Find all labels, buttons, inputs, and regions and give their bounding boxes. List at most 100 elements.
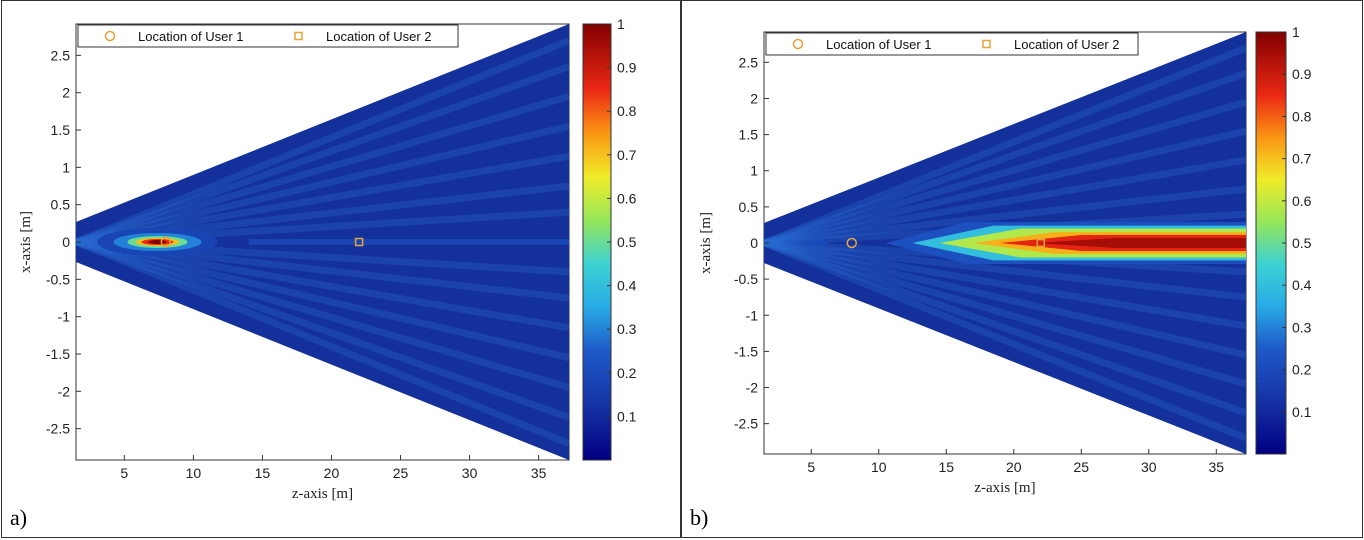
legend-circle-icon	[104, 30, 116, 42]
side-lobe	[764, 239, 1246, 388]
x-tick-label: 20	[1006, 459, 1022, 475]
x-axis-label: z-axis [m]	[292, 486, 353, 502]
colorbar-tick-label: 0.3	[617, 321, 637, 337]
legend: Location of User 1 Location of User 2	[765, 32, 1139, 56]
colorbar-tick-label: 0.1	[1292, 404, 1312, 420]
panel-label-b: b)	[690, 505, 709, 530]
y-tick-label: 1	[750, 163, 758, 179]
side-lobe	[764, 239, 1246, 301]
legend: Location of User 1 Location of User 2	[77, 24, 459, 48]
y-tick-label: 2	[62, 85, 70, 101]
x-axis-label: z-axis [m]	[974, 480, 1035, 496]
x-tick-label: 30	[462, 465, 478, 481]
legend-entry-user-1: Location of User 1	[826, 37, 932, 52]
side-lobe	[76, 122, 569, 246]
x-tick-label: 10	[186, 465, 202, 481]
side-lobe	[76, 93, 569, 246]
panel-a: 5 10 15 20 25 30 35 2.5 2 1.5 1 0.5 0 -0.5 -1 -1.5 -2 -2.…	[1, 0, 681, 538]
y-tick-label: -2.5	[734, 416, 758, 432]
colorbar: 0.1 0.2 0.3 0.4 0.5 0.6 0.7 0.8 0.9 1	[582, 16, 637, 461]
heatmap-chart-b: 5 10 15 20 25 30 35 2.5 2 1.5 1 0.5 0 -0.5 -1 -1.5 -2 -2.…	[698, 24, 1312, 496]
colorbar: 0.1 0.2 0.3 0.4 0.5 0.6 0.7 0.8 0.9 1	[1255, 24, 1312, 455]
colorbar-tick-label: 0.2	[1292, 362, 1312, 378]
x-tick-label: 5	[807, 459, 815, 475]
side-lobe	[76, 238, 569, 362]
y-tick-label: -1	[746, 307, 759, 323]
x-tick-label: 25	[1073, 459, 1089, 475]
y-tick-label: 0	[750, 235, 758, 251]
y-axis-label: x-axis [m]	[18, 211, 34, 273]
x-tick-label: 15	[255, 465, 271, 481]
colorbar-tick-label: 1	[1292, 24, 1300, 40]
panel-b: 5 10 15 20 25 30 35 2.5 2 1.5 1 0.5 0 -0.5 -1 -1.5 -2 -2.…	[681, 0, 1363, 538]
y-tick-label: -1	[58, 309, 71, 325]
beam-layer	[1034, 237, 1246, 249]
x-tick-label: 20	[324, 465, 340, 481]
side-lobe	[76, 238, 569, 421]
side-lobe	[76, 63, 569, 246]
side-lobe	[76, 238, 569, 332]
legend-box	[77, 24, 459, 48]
colorbar-tick-label: 0.9	[617, 60, 637, 76]
x-tick-label: 35	[531, 465, 547, 481]
side-lobe	[764, 44, 1246, 247]
side-lobe	[764, 98, 1246, 247]
colorbar-tick-label: 0.4	[617, 278, 637, 294]
side-lobe	[764, 185, 1246, 247]
y-tick-label: -2	[58, 383, 71, 399]
legend-entry-user-1: Location of User 1	[138, 29, 244, 44]
y-tick-label: 1.5	[739, 127, 759, 143]
panel-label-a: a)	[10, 505, 28, 530]
colorbar-tick-label: 0.2	[617, 365, 637, 381]
side-lobe	[764, 239, 1246, 417]
y-tick-label: -0.5	[46, 271, 70, 287]
y-tick-label: 0	[62, 234, 70, 250]
heatmap-chart-a: 5 10 15 20 25 30 35 2.5 2 1.5 1 0.5 0 -0.5 -1 -1.5 -2 -2.…	[18, 16, 637, 502]
user-1-marker	[160, 236, 172, 248]
y-axis-label: x-axis [m]	[698, 212, 714, 274]
x-tick-label: 15	[938, 459, 954, 475]
y-tick-label: -1.5	[734, 343, 758, 359]
y-tick-label: -2.5	[46, 421, 70, 437]
y-tick-label: 0.5	[739, 199, 759, 215]
legend-square-icon	[982, 39, 991, 49]
colorbar-tick-label: 0.7	[1292, 151, 1312, 167]
user-2-marker	[354, 237, 364, 247]
y-tick-label: 0.5	[51, 197, 71, 213]
side-lobe	[764, 69, 1246, 247]
side-lobe	[76, 238, 569, 391]
y-tick-label: 2.5	[739, 54, 759, 70]
side-lobe	[764, 239, 1246, 330]
y-tick-label: 2.5	[51, 47, 71, 63]
y-tick-label: -1.5	[46, 346, 70, 362]
side-lobe	[764, 127, 1246, 247]
colorbar-tick-label: 0.5	[617, 234, 637, 250]
legend-entry-user-2: Location of User 2	[326, 29, 432, 44]
legend-circle-icon	[792, 38, 804, 50]
side-lobe	[764, 239, 1246, 442]
colorbar-tick-label: 1	[617, 16, 625, 32]
colorbar-tick-label: 0.8	[617, 103, 637, 119]
colorbar-tick-label: 0.7	[617, 147, 637, 163]
colorbar-tick-label: 0.9	[1292, 66, 1312, 82]
legend-square-icon	[294, 31, 303, 41]
colorbar-tick-label: 0.4	[1292, 277, 1312, 293]
y-tick-label: -0.5	[734, 271, 758, 287]
colorbar-gradient	[1255, 31, 1287, 455]
colorbar-tick-label: 0.6	[617, 190, 637, 206]
colorbar-tick-label: 0.6	[1292, 193, 1312, 209]
side-lobe	[764, 156, 1246, 247]
near-lobe	[808, 240, 829, 246]
user-1-marker	[846, 237, 858, 249]
side-lobe	[764, 239, 1246, 359]
user-2-marker	[1036, 238, 1046, 248]
legend-entry-user-2: Location of User 2	[1014, 37, 1120, 52]
x-tick-label: 30	[1141, 459, 1157, 475]
x-tick-label: 25	[393, 465, 409, 481]
colorbar-tick-label: 0.1	[617, 408, 637, 424]
x-tick-label: 10	[871, 459, 887, 475]
y-tick-label: -2	[746, 380, 759, 396]
colorbar-gradient	[582, 23, 612, 461]
focus-blob	[148, 240, 167, 244]
side-lobe	[76, 152, 569, 246]
